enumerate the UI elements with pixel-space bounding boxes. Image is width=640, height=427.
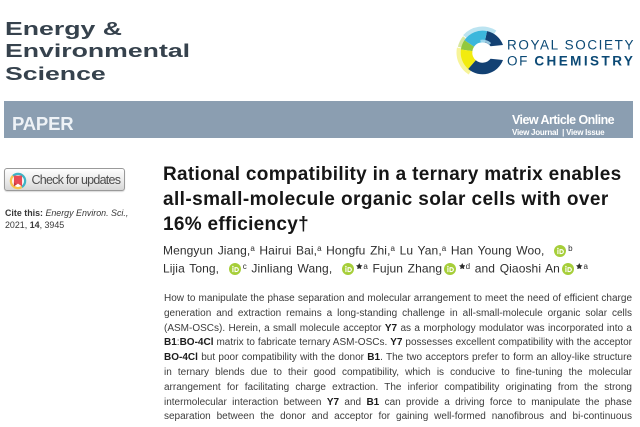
svg-text:OF CHEMISTRY: OF CHEMISTRY [507, 54, 635, 69]
svg-text:ROYAL SOCIETY: ROYAL SOCIETY [507, 38, 635, 53]
